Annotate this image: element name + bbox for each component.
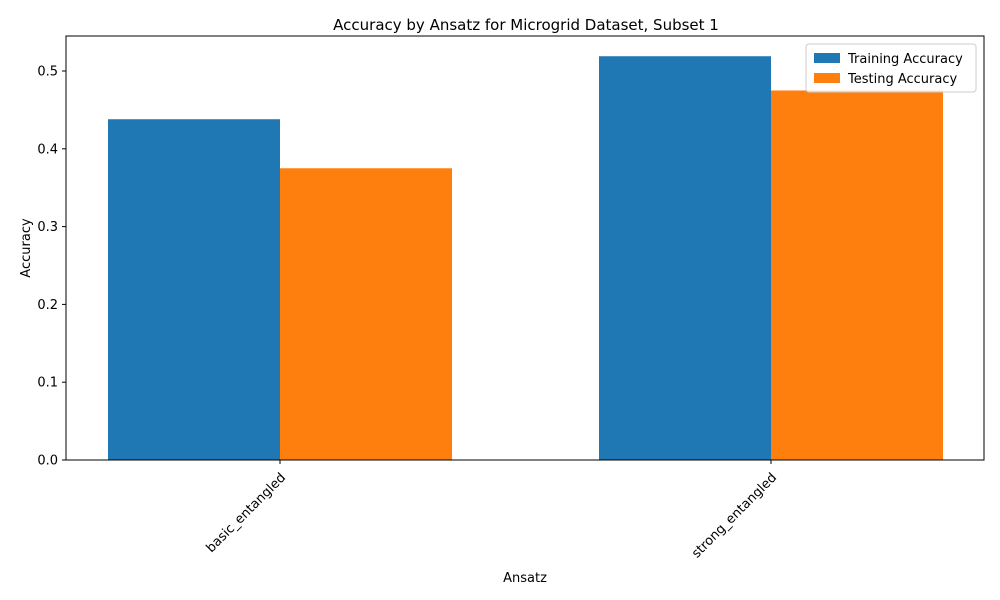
legend-swatch — [814, 53, 840, 63]
legend-label: Training Accuracy — [847, 52, 963, 67]
x-axis-label: Ansatz — [503, 571, 547, 586]
bar-strong_entangled-training-accuracy — [599, 56, 771, 460]
y-tick-label: 0.0 — [37, 454, 58, 469]
bar-basic_entangled-training-accuracy — [108, 119, 280, 461]
bar-basic_entangled-testing-accuracy — [280, 168, 452, 460]
chart-title: Accuracy by Ansatz for Microgrid Dataset… — [333, 16, 719, 34]
plot-area: 0.0 0.1 0.2 0.3 0.4 0.5 basic_entangled strong_… — [37, 35, 985, 561]
axes-frame — [65, 35, 985, 461]
y-axis-label: Accuracy — [19, 218, 34, 278]
y-tick-label: 0.3 — [37, 220, 58, 235]
y-tick-label: 0.5 — [37, 65, 58, 80]
legend-label: Testing Accuracy — [847, 72, 957, 87]
x-tick-label: basic_entangled — [204, 470, 289, 555]
legend-swatch — [814, 73, 840, 83]
y-tick-label: 0.1 — [37, 376, 58, 391]
y-tick-label: 0.4 — [37, 142, 58, 157]
legend-box — [805, 43, 977, 93]
y-tick-label: 0.2 — [37, 298, 58, 313]
bar-strong_entangled-testing-accuracy — [771, 90, 943, 461]
x-tick-label: strong_entangled — [689, 470, 780, 561]
